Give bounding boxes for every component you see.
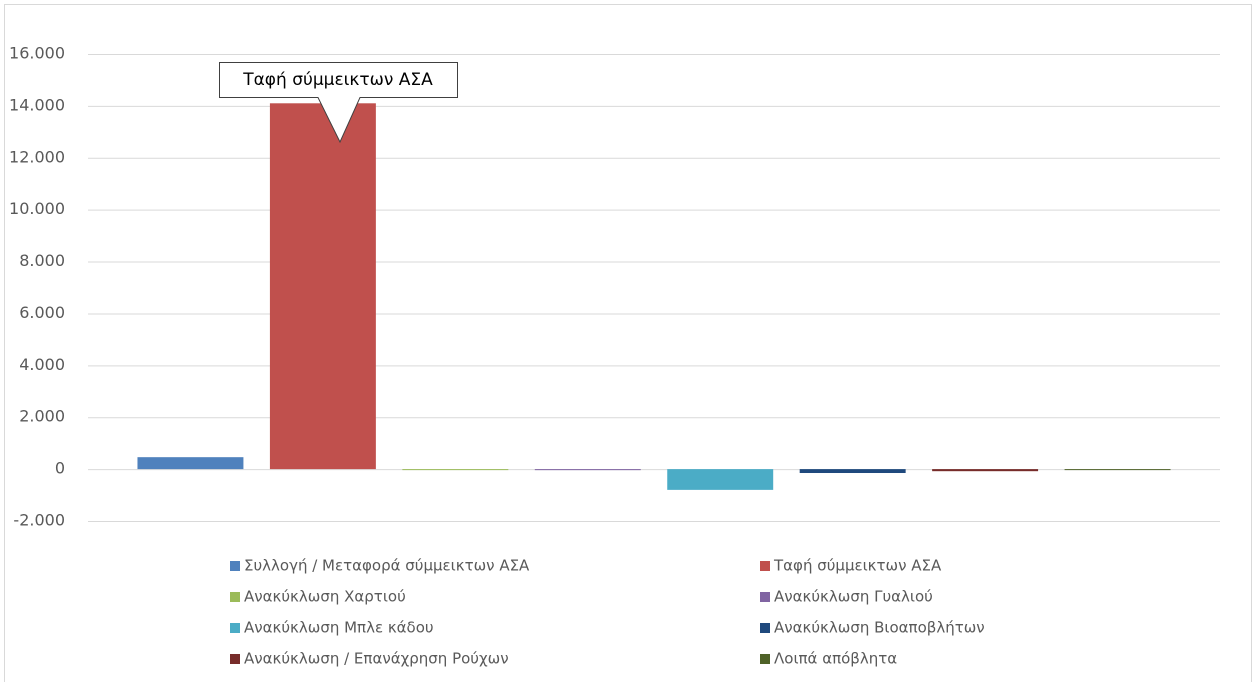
chart-frame [4,4,1252,682]
legend-label: Ανακύκλωση Μπλε κάδου [244,619,434,637]
legend-label: Συλλογή / Μεταφορά σύμμεικτων ΑΣΑ [244,557,530,575]
callout-box [219,62,458,144]
bar [269,103,376,470]
bar [932,469,1039,472]
y-tick-label: 4.000 [19,355,65,374]
legend-label: Ανακύκλωση Βιοαποβλήτων [774,619,985,637]
legend-swatch [230,592,240,602]
callout: Ταφή σύμμεικτων ΑΣΑ [219,62,458,144]
bar [667,469,774,490]
bar [137,457,244,470]
y-tick-label: 16.000 [9,44,65,63]
legend-swatch [230,654,240,664]
legend-label: Ανακύκλωση Χαρτιού [244,588,406,606]
y-tick-label: 6.000 [19,303,65,322]
y-tick-label: 14.000 [9,95,65,114]
y-tick-label: 10.000 [9,199,65,218]
legend-label: Ταφή σύμμεικτων ΑΣΑ [773,557,942,575]
legend-swatch [230,561,240,571]
bar [799,469,906,474]
legend-swatch [760,592,770,602]
bar [402,469,509,471]
y-tick-label: 8.000 [19,251,65,270]
legend-label: Λοιπά απόβλητα [774,650,897,668]
y-tick-label: 2.000 [19,407,65,426]
legend-swatch [230,623,240,633]
y-tick-label: 0 [55,459,65,478]
legend-swatch [760,561,770,571]
legend-label: Ανακύκλωση Γυαλιού [774,588,933,606]
callout-text: Ταφή σύμμεικτων ΑΣΑ [242,70,433,90]
bar [534,469,641,471]
bar [1064,469,1171,471]
legend-label: Ανακύκλωση / Επανάχρηση Ρούχων [244,650,509,668]
y-tick-label: -2.000 [13,511,65,530]
legend-swatch [760,623,770,633]
legend-swatch [760,654,770,664]
y-tick-label: 12.000 [9,147,65,166]
